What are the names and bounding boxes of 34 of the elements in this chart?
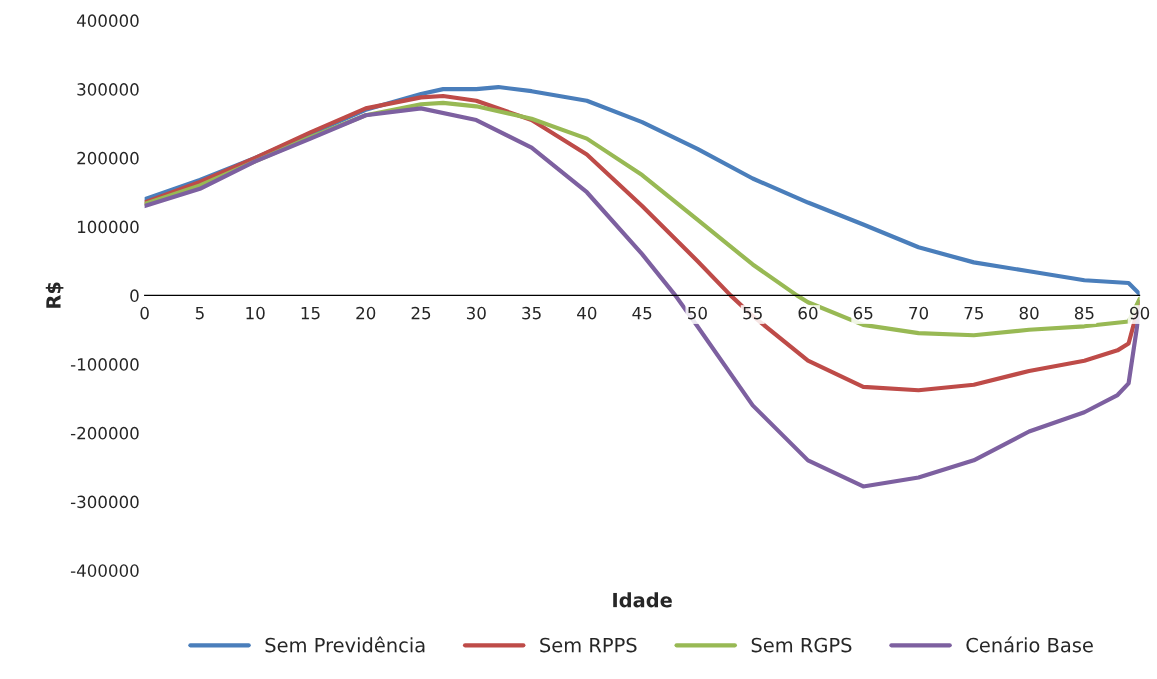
x-tick-label: 0	[140, 306, 149, 320]
y-tick-label: 100000	[77, 220, 139, 234]
x-tick-label: 30	[466, 306, 486, 320]
legend-label: Sem RGPS	[751, 637, 852, 653]
y-tick-label: 200000	[77, 151, 139, 165]
x-tick-label: 75	[964, 306, 983, 320]
x-tick-label: 90	[1130, 306, 1150, 320]
y-tick-label: -100000	[70, 358, 139, 371]
x-tick-label: 80	[1019, 306, 1039, 320]
x-tick-label: 55	[743, 306, 762, 320]
x-tick-label: 5	[195, 306, 204, 320]
x-tick-label: 25	[411, 306, 431, 320]
x-tick-label: 60	[798, 306, 818, 320]
y-tick-label: 400000	[76, 14, 139, 27]
x-tick-label: 85	[1074, 306, 1094, 320]
y-axis-title: R$	[45, 282, 64, 308]
x-tick-label: 35	[522, 306, 541, 320]
y-tick-label: 0	[130, 289, 139, 302]
x-tick-label: 45	[632, 306, 652, 320]
x-tick-label: 70	[909, 306, 929, 320]
x-axis-title: Idade	[613, 592, 672, 608]
x-tick-label: 50	[688, 306, 707, 320]
legend-label: Sem RPPS	[540, 637, 637, 653]
x-tick-label: 10	[246, 306, 265, 320]
y-tick-label: -400000	[70, 564, 139, 577]
x-tick-label: 40	[577, 306, 597, 320]
x-tick-label: 65	[853, 306, 873, 320]
y-tick-label: 300000	[77, 83, 139, 96]
x-tick-label: 20	[356, 306, 376, 320]
x-tick-label: 15	[301, 306, 320, 320]
legend-label: Cenário Base	[966, 636, 1093, 653]
y-tick-label: -200000	[70, 426, 139, 440]
legend-label: Sem Previdência	[265, 636, 425, 653]
y-tick-label: -300000	[70, 495, 139, 509]
